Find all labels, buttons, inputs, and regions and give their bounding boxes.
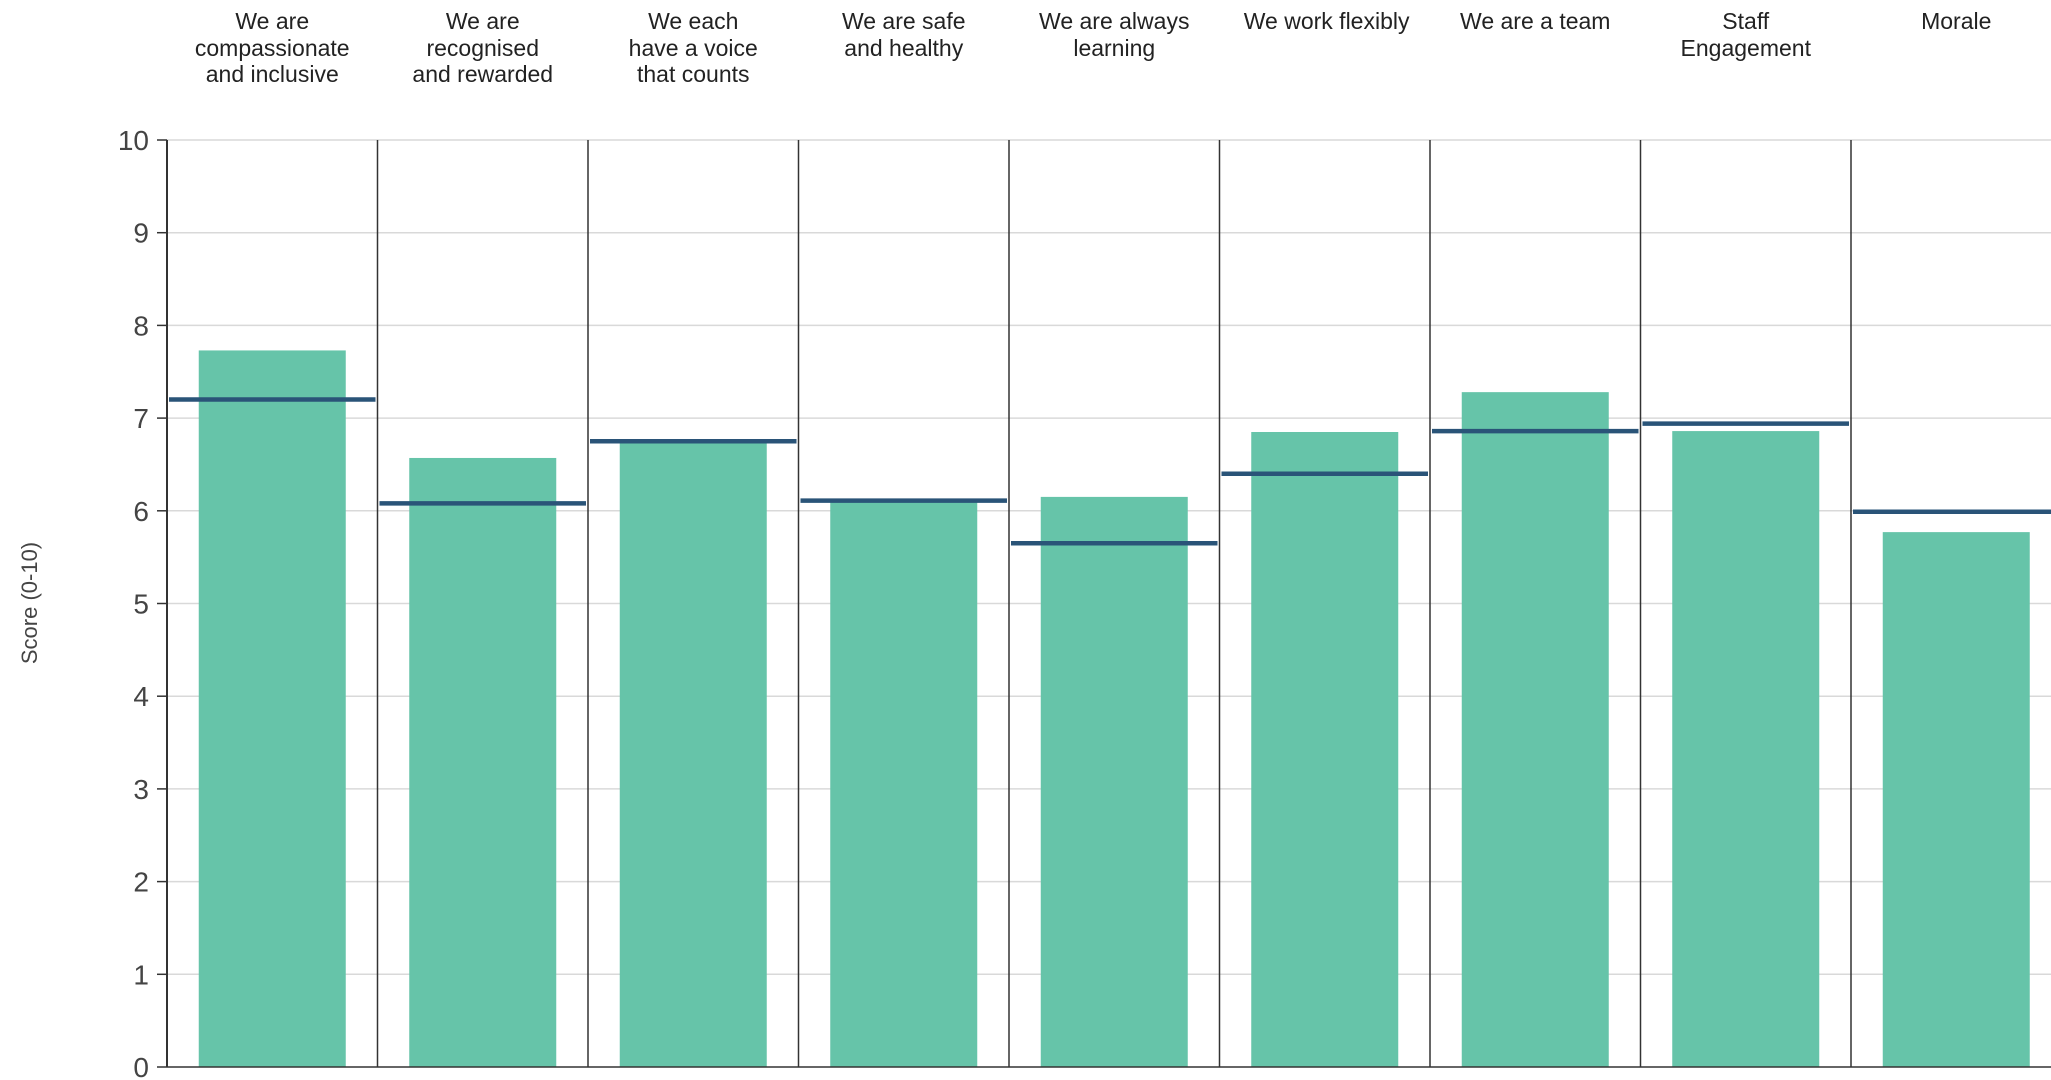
category-label-line: We are: [445, 8, 520, 34]
y-tick-label: 3: [133, 774, 149, 805]
category-label: We are compassionate and inclusive: [191, 8, 353, 88]
category-label-line: that counts: [636, 61, 750, 87]
category-label: We are recognised and rewarded: [402, 8, 564, 88]
category-label: Morale: [1875, 8, 2037, 35]
category-label-line: recognised: [426, 34, 540, 61]
category-label-line: Engagement: [1680, 34, 1811, 61]
bar: [1672, 431, 1820, 1067]
category-label-line: and healthy: [844, 34, 964, 61]
bar: [1251, 432, 1399, 1067]
y-tick-label: 8: [133, 310, 149, 341]
category-label: We each have a voice that counts: [612, 8, 774, 88]
category-label-line: learning: [1073, 34, 1156, 61]
category-label-line: Staff: [1722, 8, 1770, 34]
bar: [1040, 496, 1188, 1067]
category-label-line: and inclusive: [205, 61, 339, 87]
y-tick-label: 2: [133, 867, 149, 898]
y-tick-label: 1: [133, 959, 149, 990]
category-label-line: have a voice: [628, 34, 758, 61]
category-label-line: compassionate: [194, 34, 350, 61]
category-label-line: We are: [235, 8, 310, 34]
y-tick-label: 0: [133, 1052, 149, 1080]
category-label: We are safe and healthy: [823, 8, 985, 61]
y-tick-label: 5: [133, 589, 149, 620]
bar: [198, 350, 346, 1068]
bar: [830, 501, 978, 1067]
category-label-line: We are safe: [841, 8, 966, 34]
bar: [619, 443, 767, 1067]
category-label: We are a team: [1454, 8, 1616, 35]
bar: [1461, 392, 1609, 1067]
category-label-line: We are a team: [1460, 8, 1611, 34]
y-tick-label: 10: [118, 125, 149, 156]
category-label: We work flexibly: [1243, 8, 1410, 35]
y-tick-label: 7: [133, 403, 149, 434]
category-label-line: and rewarded: [412, 61, 554, 87]
category-label-line: We work flexibly: [1243, 8, 1410, 34]
category-label-line: We each: [648, 8, 739, 34]
y-tick-label: 4: [133, 681, 149, 712]
y-axis-title: Score (0-10): [17, 541, 43, 665]
y-tick-label: 9: [133, 218, 149, 249]
bar: [409, 457, 557, 1067]
category-label-line: We are always: [1039, 8, 1190, 34]
category-label: We are always learning: [1033, 8, 1195, 61]
category-label-line: Morale: [1921, 8, 1992, 34]
category-label: Staff Engagement: [1665, 8, 1827, 61]
y-tick-label: 6: [133, 496, 149, 527]
bar: [1882, 532, 2030, 1067]
